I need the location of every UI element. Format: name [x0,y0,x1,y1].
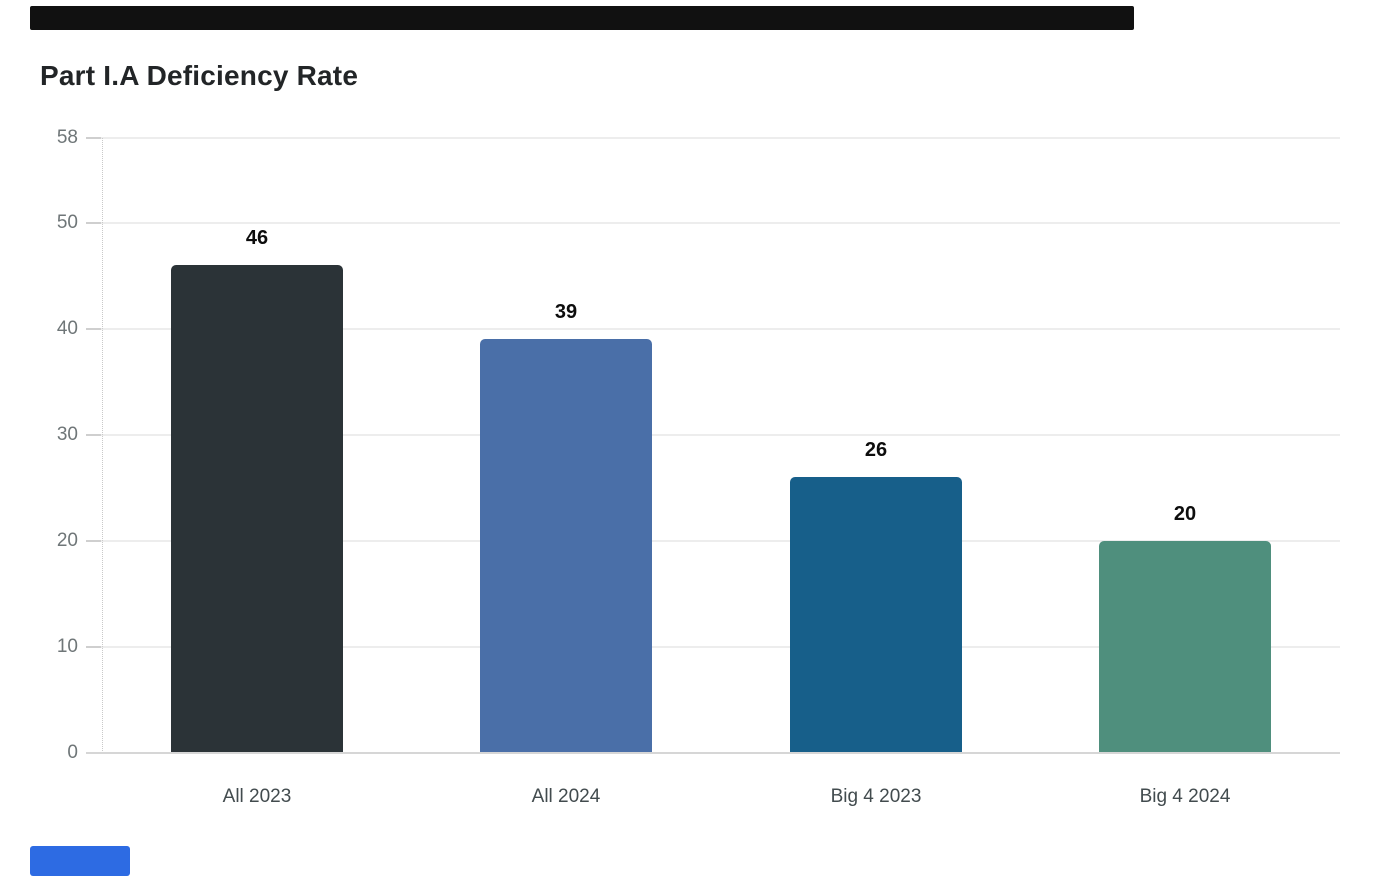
y-axis-tick [86,222,101,224]
y-tick-label: 58 [56,127,78,148]
x-axis-label: Big 4 2023 [830,786,922,807]
y-tick-label: 40 [56,318,78,339]
y-tick-label: 0 [67,742,78,763]
y-axis-tick [86,137,101,139]
y-axis-guide-line [102,138,103,753]
y-axis-tick [86,540,101,542]
y-axis-tick [86,328,101,330]
gridline [86,752,1340,754]
chart-title: Part I.A Deficiency Rate [40,60,359,91]
gridline [86,540,1340,542]
gridline [86,434,1340,436]
bar [1099,541,1271,753]
footer-logo-badge [30,846,130,876]
y-tick-label: 50 [56,212,78,233]
x-axis-label: Big 4 2024 [1139,786,1231,807]
y-tick-label: 10 [56,636,78,657]
bar-value-label: 46 [245,227,269,249]
bar-value-label: 20 [1173,503,1197,525]
gridline [86,646,1340,648]
gridline [86,328,1340,330]
y-tick-label: 30 [56,424,78,445]
gridline [86,137,1340,139]
bar [171,265,343,753]
bar-value-label: 39 [554,301,578,323]
bar [790,477,962,753]
header-redaction-bar [30,6,1134,30]
bar [480,339,652,753]
x-axis-label: All 2024 [531,786,601,807]
y-axis-tick [86,434,101,436]
y-tick-label: 20 [56,530,78,551]
gridline [86,222,1340,224]
bar-value-label: 26 [864,439,888,461]
x-axis-label: All 2023 [222,786,292,807]
y-axis-tick [86,646,101,648]
